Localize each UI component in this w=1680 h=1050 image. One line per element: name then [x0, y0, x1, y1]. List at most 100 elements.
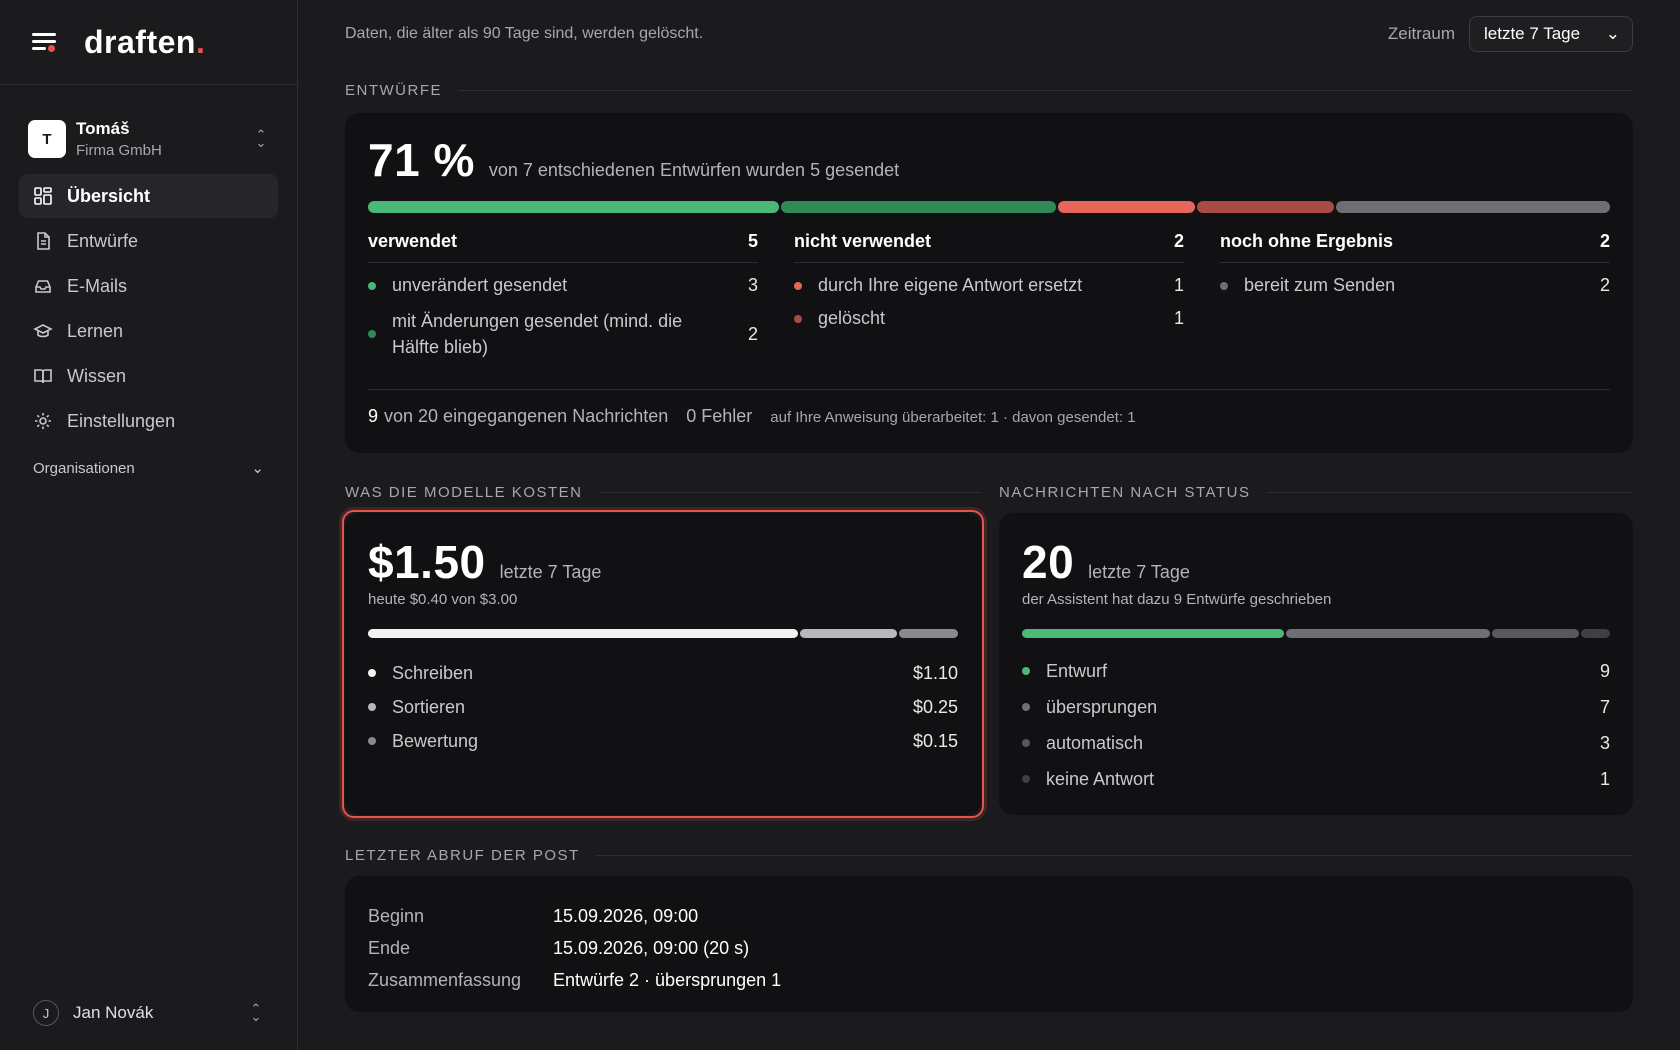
bar-segment: [799, 629, 898, 638]
drafts-percent: 71 %: [368, 134, 475, 186]
sidebar-item-emails[interactable]: E-Mails: [19, 264, 278, 308]
graduation-cap-icon: [33, 324, 53, 338]
received-count: 9: [368, 406, 379, 426]
bar-segment: [1491, 629, 1579, 638]
sidebar-item-label: Entwürfe: [67, 230, 139, 251]
fetch-card: Beginn 15.09.2026, 09:00 Ende 15.09.2026…: [345, 876, 1633, 1012]
sidebar-item-label: E-Mails: [67, 275, 128, 296]
inbox-icon: [35, 280, 51, 293]
drafts-progress-bar: [368, 201, 1610, 213]
brand-logo[interactable]: draften.: [84, 23, 206, 60]
costs-period: letzte 7 Tage: [499, 562, 602, 582]
list-item: mit Änderungen gesendet (mind. die Hälft…: [368, 308, 758, 360]
list-item: durch Ihre eigene Antwort ersetzt 1: [794, 275, 1184, 296]
list-item: übersprungen 7: [1022, 689, 1610, 725]
chevron-up-down-icon: ⌃ ⌄: [255, 127, 267, 150]
sidebar-item-label: Lernen: [67, 320, 124, 341]
list-item: Schreiben $1.10: [368, 656, 958, 690]
messages-period: letzte 7 Tage: [1088, 562, 1190, 582]
chevron-down-icon: ⌄: [1605, 24, 1620, 43]
list-item: unverändert gesendet 3: [368, 275, 758, 296]
retention-notice: Daten, die älter als 90 Tage sind, werde…: [345, 25, 704, 42]
messages-list: Entwurf 9 übersprungen 7 automatisch 3 k…: [1022, 653, 1610, 797]
drafts-footer: 9 von 20 eingegangenen Nachrichten 0 Feh…: [368, 389, 1610, 427]
revised-info: auf Ihre Anweisung überarbeitet: 1 · dav…: [770, 409, 1136, 426]
user-avatar: J: [33, 1000, 59, 1026]
sidebar-nav: Übersicht Entwürfe E-Mails Lernen Wissen…: [0, 174, 297, 443]
dashboard-icon: [34, 187, 52, 205]
sidebar-item-learning[interactable]: Lernen: [19, 309, 278, 353]
account-avatar: T: [28, 120, 66, 158]
list-item: automatisch 3: [1022, 725, 1610, 761]
account-org: Firma GmbH: [76, 142, 162, 159]
messages-total: 20: [1022, 536, 1075, 588]
fetch-row-summary: Zusammenfassung Entwürfe 2 · übersprunge…: [368, 969, 782, 990]
book-icon: [34, 369, 52, 384]
drafts-used-title: verwendet: [368, 231, 458, 251]
organisations-label: Organisationen: [33, 459, 135, 477]
errors-count: 0 Fehler: [686, 406, 753, 426]
received-text: von 20 eingegangenen Nachrichten: [384, 406, 669, 426]
drafts-pending-column: noch ohne Ergebnis 2 bereit zum Senden 2: [1220, 231, 1610, 360]
fetch-row-end: Ende 15.09.2026, 09:00 (20 s): [368, 937, 750, 958]
bar-segment: [1335, 201, 1610, 213]
user-name: Jan Novák: [73, 1003, 154, 1022]
sidebar-item-settings[interactable]: Einstellungen: [19, 399, 278, 443]
account-switcher[interactable]: T Tomáš Firma GmbH ⌃ ⌄: [0, 118, 297, 160]
list-item: Sortieren $0.25: [368, 690, 958, 724]
fetch-row-start: Beginn 15.09.2026, 09:00: [368, 905, 699, 926]
bar-segment: [781, 201, 1056, 213]
range-select[interactable]: letzte 7 Tage ⌄: [1469, 16, 1633, 52]
user-menu[interactable]: J Jan Novák ⌃ ⌄: [33, 1000, 264, 1026]
messages-sub: der Assistent hat dazu 9 Entwürfe geschr…: [1022, 591, 1332, 608]
menu-icon[interactable]: [32, 31, 60, 53]
drafts-pending-total: 2: [1599, 231, 1610, 251]
list-item: gelöscht 1: [794, 308, 1184, 329]
list-item: Bewertung $0.15: [368, 724, 958, 758]
topbar: Daten, die älter als 90 Tage sind, werde…: [345, 16, 1633, 52]
bar-segment: [1057, 201, 1195, 213]
list-item: bereit zum Senden 2: [1220, 275, 1610, 296]
costs-today: heute $0.40 von $3.00: [368, 591, 518, 608]
drafts-unused-total: 2: [1173, 231, 1184, 251]
costs-list: Schreiben $1.10 Sortieren $0.25 Bewertun…: [368, 656, 958, 758]
costs-progress-bar: [368, 629, 958, 638]
organisations-toggle[interactable]: Organisationen ⌄: [33, 459, 264, 478]
bar-segment: [1285, 629, 1490, 638]
selection-highlight: [342, 510, 984, 818]
sidebar: draften. T Tomáš Firma GmbH ⌃ ⌄ Übersicht…: [0, 0, 298, 1050]
chevron-up-down-icon: ⌃ ⌄: [250, 1001, 262, 1024]
bar-segment: [899, 629, 958, 638]
bar-segment: [368, 201, 780, 213]
gear-icon: [35, 413, 51, 429]
sidebar-item-overview[interactable]: Übersicht: [19, 174, 278, 218]
list-item: keine Antwort 1: [1022, 761, 1610, 797]
list-item: Entwurf 9: [1022, 653, 1610, 689]
sidebar-item-label: Übersicht: [67, 185, 151, 206]
chevron-down-icon: ⌄: [251, 460, 264, 477]
bar-segment: [368, 629, 798, 638]
costs-section-title: WAS DIE MODELLE KOSTEN: [345, 484, 981, 501]
drafts-section-title: ENTWÜRFE: [345, 82, 1633, 99]
sidebar-item-drafts[interactable]: Entwürfe: [19, 219, 278, 263]
drafts-used-total: 5: [747, 231, 758, 251]
bar-segment: [1580, 629, 1610, 638]
messages-progress-bar: [1022, 629, 1610, 638]
bar-segment: [1196, 201, 1334, 213]
drafts-used-column: verwendet 5 unverändert gesendet 3 mit Än…: [368, 231, 758, 360]
messages-section-title: NACHRICHTEN NACH STATUS: [999, 484, 1633, 501]
fetch-section-title: LETZTER ABRUF DER POST: [345, 847, 1633, 864]
brand-header: draften.: [0, 0, 297, 85]
costs-total: $1.50: [368, 536, 486, 588]
drafts-caption: von 7 entschiedenen Entwürfen wurden 5 g…: [488, 160, 900, 180]
costs-card: $1.50 letzte 7 Tage heute $0.40 von $3.0…: [345, 513, 981, 815]
document-icon: [37, 232, 50, 250]
drafts-unused-column: nicht verwendet 2 durch Ihre eigene Antwo…: [794, 231, 1184, 360]
sidebar-item-label: Wissen: [67, 365, 127, 386]
bar-segment: [1022, 629, 1284, 638]
drafts-unused-title: nicht verwendet: [794, 231, 932, 251]
messages-card: 20 letzte 7 Tage der Assistent hat dazu …: [999, 513, 1633, 815]
drafts-card: 71 % von 7 entschiedenen Entwürfen wurde…: [345, 113, 1633, 453]
sidebar-item-label: Einstellungen: [67, 410, 176, 431]
sidebar-item-knowledge[interactable]: Wissen: [19, 354, 278, 398]
